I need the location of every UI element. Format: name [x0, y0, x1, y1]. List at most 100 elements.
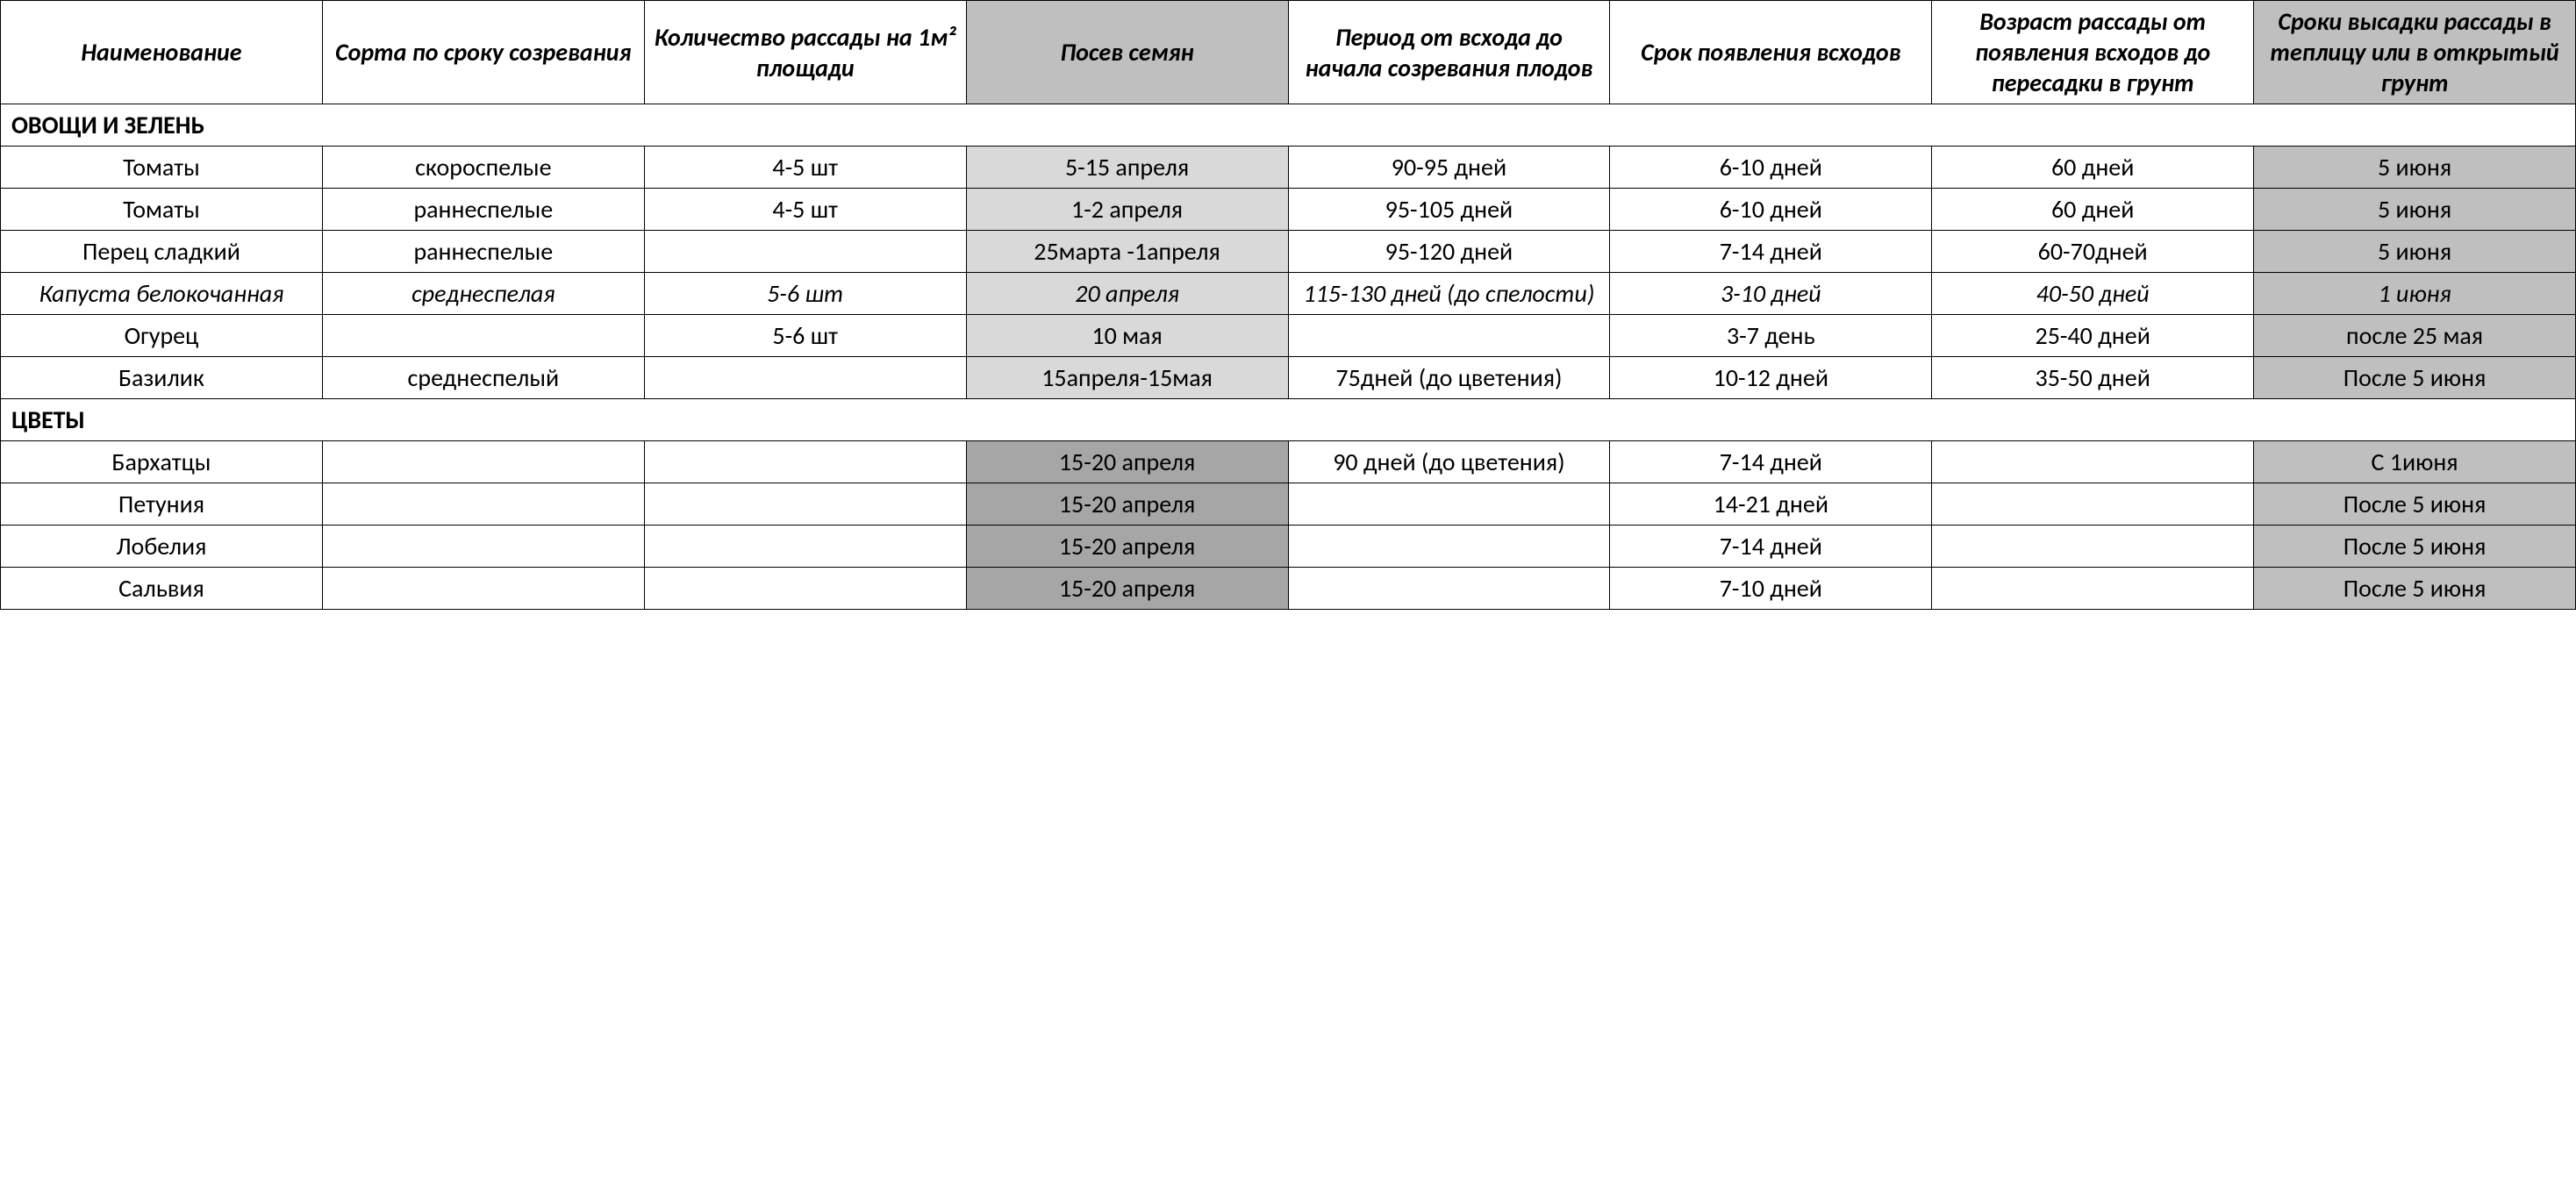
table-cell: 15-20 апреля — [966, 526, 1288, 568]
table-cell — [1932, 441, 2254, 483]
table-cell: среднеспелая — [322, 273, 644, 315]
table-row: Петуния 15-20 апреля 14-21 дней После 5 июн… — [1, 483, 2576, 526]
table-cell — [322, 568, 644, 610]
column-header-1: Сорта по сроку созревания — [322, 1, 644, 104]
table-cell: 7-14 дней — [1610, 526, 1932, 568]
table-cell: Перец сладкий — [1, 231, 323, 273]
section-header-row: ОВОЩИ И ЗЕЛЕНЬ — [1, 104, 2576, 147]
table-cell — [322, 315, 644, 357]
table-cell: 25-40 дней — [1932, 315, 2254, 357]
table-cell: 10 мая — [966, 315, 1288, 357]
table-cell: 60-70дней — [1932, 231, 2254, 273]
table-cell — [644, 526, 966, 568]
table-cell: 60 дней — [1932, 147, 2254, 189]
table-cell: 95-105 дней — [1288, 189, 1610, 231]
table-row: Базиликсреднеспелый 15апреля-15мая75дней … — [1, 357, 2576, 399]
table-row: Капуста белокочаннаясреднеспелая5-6 шт20… — [1, 273, 2576, 315]
table-cell: после 25 мая — [2254, 315, 2576, 357]
table-cell: 15апреля-15мая — [966, 357, 1288, 399]
table-cell: 1-2 апреля — [966, 189, 1288, 231]
table-cell: 5 июня — [2254, 189, 2576, 231]
table-cell: Томаты — [1, 189, 323, 231]
table-cell: 60 дней — [1932, 189, 2254, 231]
table-cell — [1932, 483, 2254, 526]
column-header-0: Наименование — [1, 1, 323, 104]
table-row: Огурец 5-6 шт10 мая 3-7 день25-40 днейпосл… — [1, 315, 2576, 357]
table-cell — [322, 526, 644, 568]
table-cell: 7-14 дней — [1610, 441, 1932, 483]
table-cell: 6-10 дней — [1610, 189, 1932, 231]
table-cell: 5-6 шт — [644, 273, 966, 315]
table-cell: После 5 июня — [2254, 526, 2576, 568]
table-cell: 90 дней (до цветения) — [1288, 441, 1610, 483]
section-title: ОВОЩИ И ЗЕЛЕНЬ — [1, 104, 2576, 147]
table-cell: Базилик — [1, 357, 323, 399]
table-cell: 10-12 дней — [1610, 357, 1932, 399]
table-cell: 75дней (до цветения) — [1288, 357, 1610, 399]
table-cell: Сальвия — [1, 568, 323, 610]
table-cell: 40-50 дней — [1932, 273, 2254, 315]
column-header-2: Количество рассады на 1м² площади — [644, 1, 966, 104]
table-cell — [644, 568, 966, 610]
table-cell: 5-6 шт — [644, 315, 966, 357]
table-cell: среднеспелый — [322, 357, 644, 399]
table-cell — [322, 441, 644, 483]
column-header-7: Сроки высадки рассады в теплицу или в от… — [2254, 1, 2576, 104]
table-cell: 15-20 апреля — [966, 441, 1288, 483]
table-cell: 95-120 дней — [1288, 231, 1610, 273]
table-cell: 7-14 дней — [1610, 231, 1932, 273]
table-cell: раннеспелые — [322, 189, 644, 231]
table-cell: 25марта -1апреля — [966, 231, 1288, 273]
column-header-6: Возраст рассады от появления всходов до … — [1932, 1, 2254, 104]
column-header-3: Посев семян — [966, 1, 1288, 104]
table-cell: 15-20 апреля — [966, 483, 1288, 526]
table-cell: Капуста белокочанная — [1, 273, 323, 315]
table-cell: 6-10 дней — [1610, 147, 1932, 189]
table-cell: Петуния — [1, 483, 323, 526]
table-cell — [644, 441, 966, 483]
table-cell: Бархатцы — [1, 441, 323, 483]
section-header-row: ЦВЕТЫ — [1, 399, 2576, 441]
table-cell: 7-10 дней — [1610, 568, 1932, 610]
table-cell: После 5 июня — [2254, 483, 2576, 526]
table-cell: раннеспелые — [322, 231, 644, 273]
table-cell: 5 июня — [2254, 147, 2576, 189]
table-header: НаименованиеСорта по сроку созреванияКол… — [1, 1, 2576, 104]
table-cell: Лобелия — [1, 526, 323, 568]
table-cell: 1 июня — [2254, 273, 2576, 315]
table-cell — [644, 483, 966, 526]
table-row: Сальвия15-20 апреля7-10 днейПосле 5 июня — [1, 568, 2576, 610]
table-cell — [1288, 568, 1610, 610]
table-row: Бархатцы 15-20 апреля90 дней (до цветения… — [1, 441, 2576, 483]
table-cell — [1288, 526, 1610, 568]
table-cell: 3-10 дней — [1610, 273, 1932, 315]
planting-schedule-table: НаименованиеСорта по сроку созреванияКол… — [0, 0, 2576, 610]
table-cell — [1288, 483, 1610, 526]
table-cell: 4-5 шт — [644, 147, 966, 189]
table-cell: 14-21 дней — [1610, 483, 1932, 526]
table-row: Перец сладкийраннеспелые 25марта -1апреля… — [1, 231, 2576, 273]
table-cell: 4-5 шт — [644, 189, 966, 231]
table-cell: 90-95 дней — [1288, 147, 1610, 189]
table-cell: скороспелые — [322, 147, 644, 189]
table-cell: 115-130 дней (до спелости) — [1288, 273, 1610, 315]
table-body: ОВОЩИ И ЗЕЛЕНЬТоматыскороспелые4-5 шт5-1… — [1, 104, 2576, 610]
table-cell — [1932, 568, 2254, 610]
column-header-4: Период от всхода до начала созревания пл… — [1288, 1, 1610, 104]
table-cell: 3-7 день — [1610, 315, 1932, 357]
table-cell — [644, 357, 966, 399]
table-cell: После 5 июня — [2254, 568, 2576, 610]
table-cell: 20 апреля — [966, 273, 1288, 315]
table-row: Томатыраннеспелые4-5 шт1-2 апреля95-105 … — [1, 189, 2576, 231]
table-cell: Томаты — [1, 147, 323, 189]
table-row: Томатыскороспелые4-5 шт5-15 апреля90-95 … — [1, 147, 2576, 189]
table-cell: 5 июня — [2254, 231, 2576, 273]
table-cell — [322, 483, 644, 526]
table-cell: Огурец — [1, 315, 323, 357]
section-title: ЦВЕТЫ — [1, 399, 2576, 441]
table-row: Лобелия 15-20 апреля 7-14 дней После 5 июня — [1, 526, 2576, 568]
table-cell — [644, 231, 966, 273]
table-cell — [1288, 315, 1610, 357]
header-row: НаименованиеСорта по сроку созреванияКол… — [1, 1, 2576, 104]
table-cell: 5-15 апреля — [966, 147, 1288, 189]
